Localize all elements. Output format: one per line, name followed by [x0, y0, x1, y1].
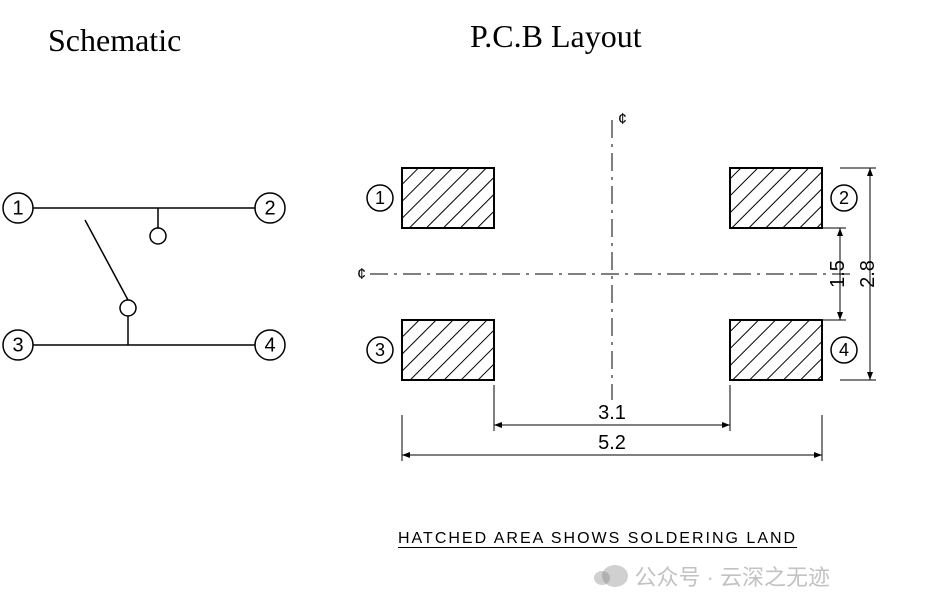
schematic-pin-2: 2 — [264, 197, 275, 219]
dim-v-1.5: 1.5 — [827, 260, 849, 288]
schematic-pin-1: 1 — [12, 197, 23, 219]
schematic-pin-3: 3 — [12, 334, 23, 356]
caption-hatched: HATCHED AREA SHOWS SOLDERING LAND — [398, 530, 797, 548]
watermark-text: 公众号 · 云深之无迹 — [634, 560, 830, 592]
schematic-pin-4: 4 — [264, 334, 275, 356]
svg-text:¢: ¢ — [618, 111, 627, 128]
pcb-pin-label-4: 4 — [839, 340, 849, 360]
wechat-icon — [602, 565, 628, 587]
svg-text:¢: ¢ — [357, 266, 366, 283]
pcb-pin-label-1: 1 — [375, 188, 385, 208]
pcb-pad-4 — [730, 320, 822, 380]
schematic-diagram: 1 2 3 4 — [0, 150, 300, 420]
dim-h-5.2: 5.2 — [598, 432, 626, 454]
pcb-pad-2 — [730, 168, 822, 228]
title-schematic: Schematic — [48, 22, 181, 59]
pcb-pad-3 — [402, 320, 494, 380]
dim-v-2.8: 2.8 — [857, 260, 879, 288]
watermark: 公众号 · 云深之无迹 — [602, 560, 830, 592]
pcb-pin-label-2: 2 — [839, 188, 849, 208]
dim-h-3.1: 3.1 — [598, 402, 626, 424]
title-pcb-layout: P.C.B Layout — [470, 18, 642, 55]
pcb-pad-1 — [402, 168, 494, 228]
pcb-layout-diagram: ¢ ¢ 1 2 3 4 3.1 5.2 1.5 2.8 — [340, 110, 920, 510]
pcb-pin-label-3: 3 — [375, 340, 385, 360]
